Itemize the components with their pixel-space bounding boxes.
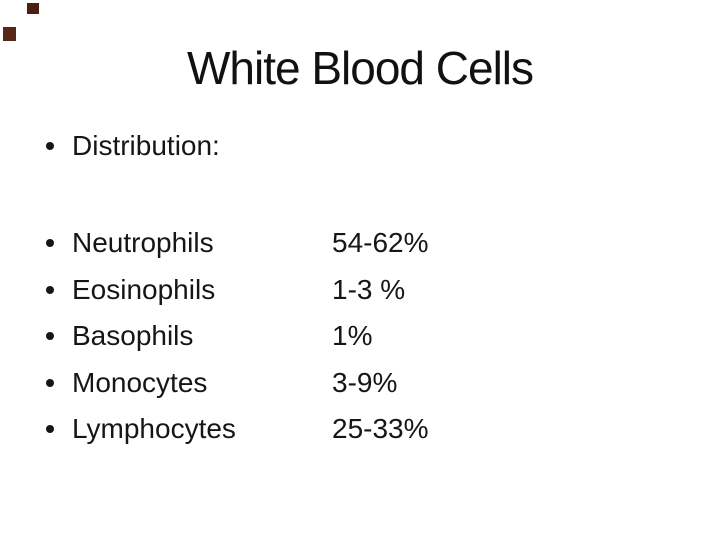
percentage-value-basophils: 1% [332,320,373,351]
bullet-icon [46,332,54,340]
distribution-heading-row: Distribution: [46,127,220,165]
bullet-icon [46,425,54,433]
cell-type-label: Neutrophils [72,227,214,258]
bullet-icon [46,379,54,387]
list-item-lymphocytes: Lymphocytes [46,410,236,448]
list-item-eosinophils: Eosinophils [46,271,215,309]
distribution-heading-label: Distribution: [72,130,220,161]
slide-title: White Blood Cells [186,42,534,94]
cell-type-label: Basophils [72,320,194,351]
corner-accent-left [3,27,16,41]
corner-accent-top [27,3,39,14]
bullet-icon [46,142,54,150]
percentage-value-neutrophils: 54-62% [332,227,429,258]
percentage-value-eosinophils: 1-3 % [332,274,406,305]
list-item-monocytes: Monocytes [46,364,207,402]
cell-type-label: Monocytes [72,367,208,398]
cell-type-label: Lymphocytes [72,413,236,444]
list-item-basophils: Basophils [46,317,193,355]
list-item-neutrophils: Neutrophils [46,224,214,262]
bullet-icon [46,239,54,247]
cell-type-label: Eosinophils [72,274,216,305]
percentage-value-lymphocytes: 25-33% [332,413,429,444]
bullet-icon [46,286,54,294]
percentage-value-monocytes: 3-9% [332,367,398,398]
